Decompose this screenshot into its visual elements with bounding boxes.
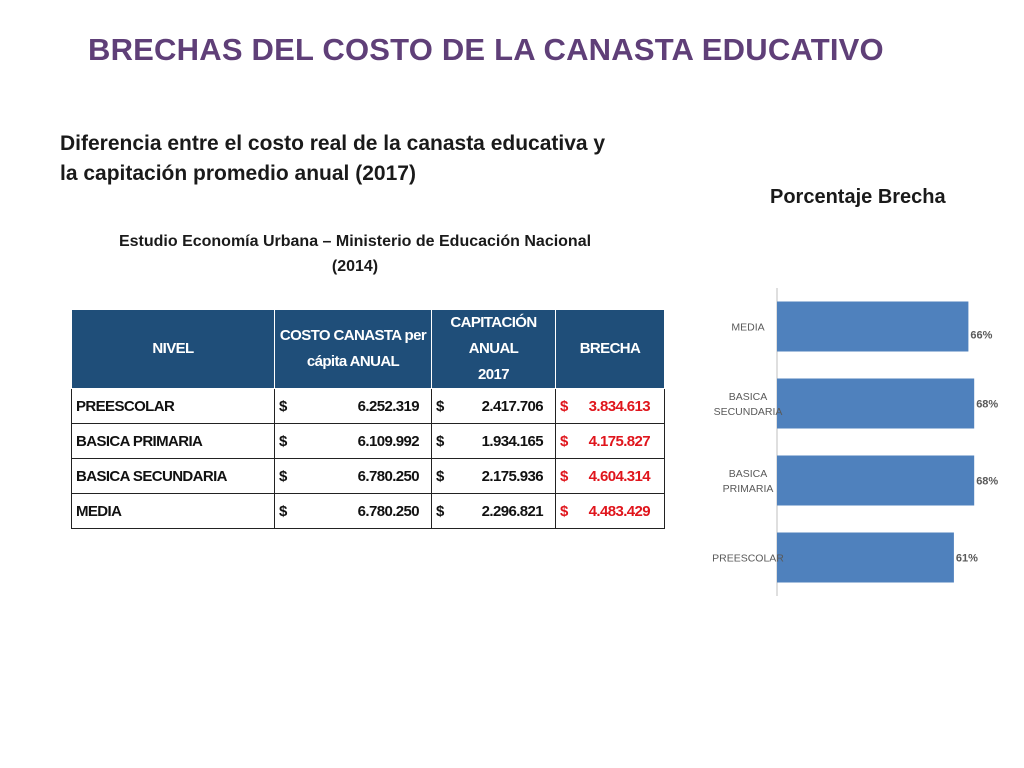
cell-brecha: $4.483.429	[555, 493, 665, 529]
cell-brecha-value: 4.604.314	[588, 467, 651, 485]
currency-symbol: $	[560, 397, 568, 415]
currency-symbol: $	[436, 397, 444, 415]
data-label: 61%	[956, 553, 978, 565]
cell-capitacion-value: 2.175.936	[481, 467, 544, 485]
cell-nivel: MEDIA	[71, 493, 275, 529]
bar	[777, 301, 969, 352]
currency-symbol: $	[436, 432, 444, 450]
header-capitacion: CAPITACIÓN ANUAL 2017	[431, 309, 556, 389]
table-row: MEDIA $6.780.250 $2.296.821 $4.483.429	[71, 493, 665, 529]
cell-brecha: $4.175.827	[555, 423, 665, 459]
header-brecha-label: BRECHA	[579, 340, 641, 357]
cell-costo-value: 6.780.250	[357, 502, 420, 520]
cell-capitacion-value: 2.296.821	[481, 502, 544, 520]
currency-symbol: $	[279, 502, 287, 520]
cell-capitacion-value: 1.934.165	[481, 432, 544, 450]
page-subtitle: Diferencia entre el costo real de la can…	[60, 132, 606, 185]
currency-symbol: $	[436, 502, 444, 520]
data-label: 68%	[976, 476, 998, 488]
chart-title: Porcentaje Brecha	[770, 186, 946, 208]
table-row: PREESCOLAR $6.252.319 $2.417.706 $3.834.…	[71, 388, 665, 424]
cell-costo: $6.109.992	[274, 423, 432, 459]
gap-percentage-chart: 66% MEDIA 68% BASICA SECUNDARIA 68% BASICA PRIM…	[712, 288, 998, 596]
cell-costo-value: 6.252.319	[357, 397, 420, 415]
header-brecha: BRECHA	[555, 309, 665, 389]
header-costo-line1: COSTO CANASTA per	[279, 327, 427, 344]
header-nivel-label: NIVEL	[152, 340, 194, 357]
cell-capitacion: $2.296.821	[431, 493, 556, 529]
data-label: 68%	[976, 399, 998, 411]
cell-nivel: BASICA SECUNDARIA	[71, 458, 275, 494]
currency-symbol: $	[279, 432, 287, 450]
cell-brecha-value: 3.834.613	[588, 397, 651, 415]
cell-capitacion: $1.934.165	[431, 423, 556, 459]
cell-brecha: $4.604.314	[555, 458, 665, 494]
currency-symbol: $	[279, 467, 287, 485]
cell-capitacion-value: 2.417.706	[481, 397, 544, 415]
bar	[777, 532, 954, 583]
currency-symbol: $	[560, 432, 568, 450]
table-row: BASICA SECUNDARIA $6.780.250 $2.175.936 …	[71, 458, 665, 494]
header-nivel: NIVEL	[71, 309, 275, 389]
category-label: BASICA SECUNDARIA	[714, 391, 783, 418]
currency-symbol: $	[279, 397, 287, 415]
bar	[777, 455, 975, 506]
cell-costo-value: 6.780.250	[357, 467, 420, 485]
cell-capitacion: $2.175.936	[431, 458, 556, 494]
bar	[777, 378, 975, 429]
table-caption: Estudio Economía Urbana – Ministerio de …	[118, 233, 592, 275]
table-header-row: NIVEL COSTO CANASTA per cápita ANUAL CAP…	[71, 309, 665, 389]
currency-symbol: $	[560, 502, 568, 520]
cell-costo: $6.780.250	[274, 458, 432, 494]
page-title: BRECHAS DEL COSTO DE LA CANASTA EDUCATIV…	[88, 32, 884, 67]
category-label: MEDIA	[731, 322, 764, 334]
header-capitacion-line2: 2017	[478, 366, 510, 383]
cell-brecha: $3.834.613	[555, 388, 665, 424]
cell-capitacion: $2.417.706	[431, 388, 556, 424]
gap-table: NIVEL COSTO CANASTA per cápita ANUAL CAP…	[71, 309, 665, 529]
table-row: BASICA PRIMARIA $6.109.992 $1.934.165 $4…	[71, 423, 665, 459]
header-capitacion-line1: CAPITACIÓN ANUAL	[450, 314, 537, 357]
cell-nivel: BASICA PRIMARIA	[71, 423, 275, 459]
category-label: BASICA PRIMARIA	[723, 468, 774, 495]
cell-costo: $6.252.319	[274, 388, 432, 424]
cell-costo-value: 6.109.992	[357, 432, 420, 450]
header-costo-line2: cápita ANUAL	[306, 353, 400, 370]
header-costo: COSTO CANASTA per cápita ANUAL	[274, 309, 432, 389]
cell-brecha-value: 4.483.429	[588, 502, 651, 520]
cell-nivel: PREESCOLAR	[71, 388, 275, 424]
category-label: PREESCOLAR	[712, 553, 784, 565]
cell-brecha-value: 4.175.827	[588, 432, 651, 450]
cell-costo: $6.780.250	[274, 493, 432, 529]
data-label: 66%	[970, 330, 992, 342]
currency-symbol: $	[560, 467, 568, 485]
currency-symbol: $	[436, 467, 444, 485]
